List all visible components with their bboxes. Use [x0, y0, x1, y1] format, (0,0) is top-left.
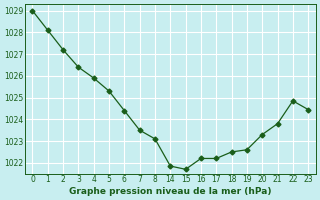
- X-axis label: Graphe pression niveau de la mer (hPa): Graphe pression niveau de la mer (hPa): [69, 187, 272, 196]
